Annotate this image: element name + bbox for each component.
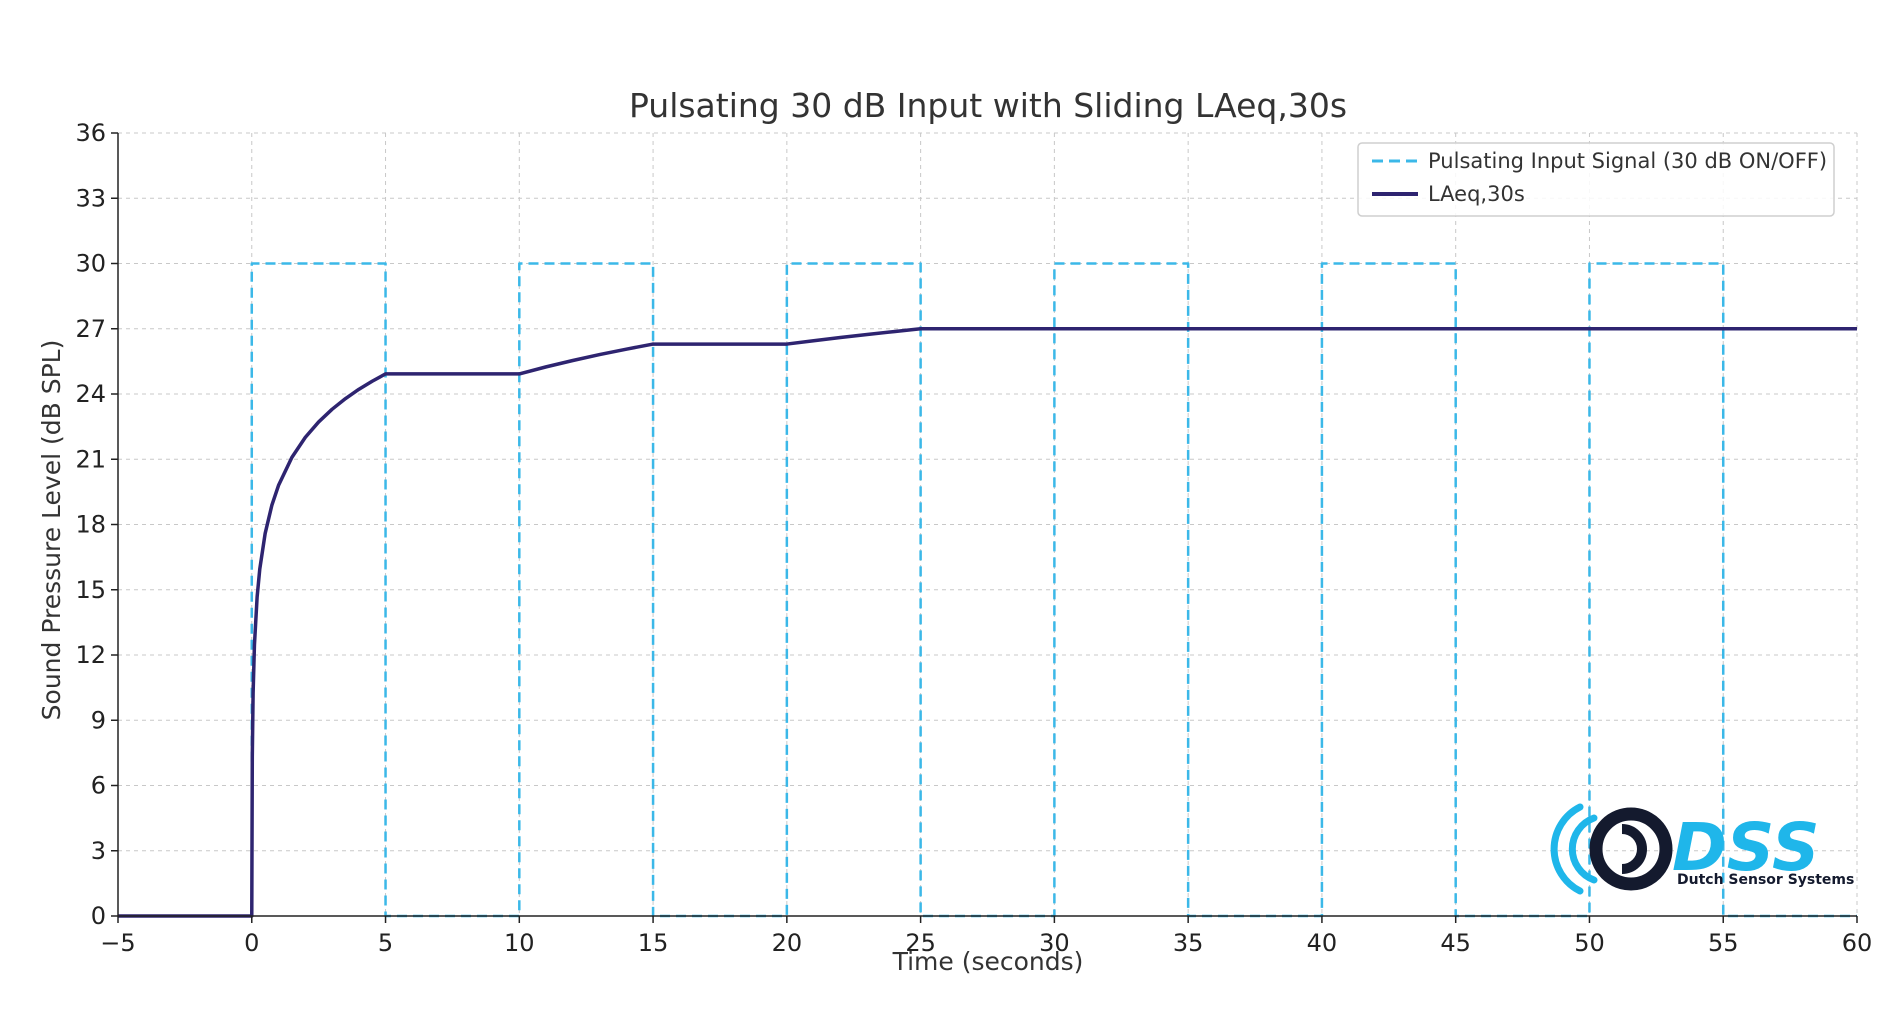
y-tick-label: 0 <box>91 902 106 930</box>
legend-box <box>1357 142 1835 217</box>
y-axis-label: Sound Pressure Level (dB SPL) <box>37 340 66 721</box>
x-tick-label: 5 <box>378 929 393 957</box>
y-tick-label: 18 <box>75 511 106 539</box>
y-tick-label: 27 <box>75 315 106 343</box>
x-tick-label: 50 <box>1574 929 1605 957</box>
y-tick-label: 36 <box>75 119 106 147</box>
x-tick-label: 45 <box>1440 929 1471 957</box>
x-tick-label: 15 <box>638 929 669 957</box>
axes <box>117 133 1857 917</box>
y-tick-label: 24 <box>75 380 106 408</box>
legend-label-input: Pulsating Input Signal (30 dB ON/OFF) <box>1428 149 1827 173</box>
y-tick-label: 30 <box>75 250 106 278</box>
x-tick-label: 20 <box>772 929 803 957</box>
signal-waves-icon <box>1550 803 1673 895</box>
legend-label-laeq: LAeq,30s <box>1428 182 1525 206</box>
x-tick-label: 30 <box>1039 929 1070 957</box>
x-tick-label: 25 <box>905 929 936 957</box>
logo-wordmark: DSS <box>1672 809 1820 886</box>
x-tick-label: −5 <box>100 929 135 957</box>
y-tick-label: 21 <box>75 445 106 473</box>
series-line-laeq <box>118 327 1857 918</box>
y-tick-label: 15 <box>75 576 106 604</box>
y-tick-label: 12 <box>75 641 106 669</box>
dss-logo: DSS Dutch Sensor Systems <box>1550 803 1854 895</box>
y-tick-label: 9 <box>91 706 106 734</box>
chart-title: Pulsating 30 dB Input with Sliding LAeq,… <box>629 86 1347 125</box>
x-tick-label: 40 <box>1307 929 1338 957</box>
x-tick-label: 55 <box>1708 929 1739 957</box>
x-tick-label: 60 <box>1842 929 1873 957</box>
y-tick-label: 6 <box>91 772 106 800</box>
ticks: −5 0 5 10 15 20 25 30 35 40 45 50 55 6003691215182124… <box>75 119 1872 957</box>
y-tick-label: 33 <box>75 184 106 212</box>
x-tick-label: 0 <box>244 929 259 957</box>
x-tick-label: 10 <box>504 929 535 957</box>
grid <box>117 132 1858 917</box>
legend: Pulsating Input Signal (30 dB ON/OFF) LA… <box>1357 142 1835 217</box>
y-tick-label: 3 <box>91 837 106 865</box>
x-tick-label: 35 <box>1173 929 1204 957</box>
x-axis-label: Time (seconds) <box>892 947 1084 976</box>
logo-tagline: Dutch Sensor Systems <box>1677 872 1854 888</box>
